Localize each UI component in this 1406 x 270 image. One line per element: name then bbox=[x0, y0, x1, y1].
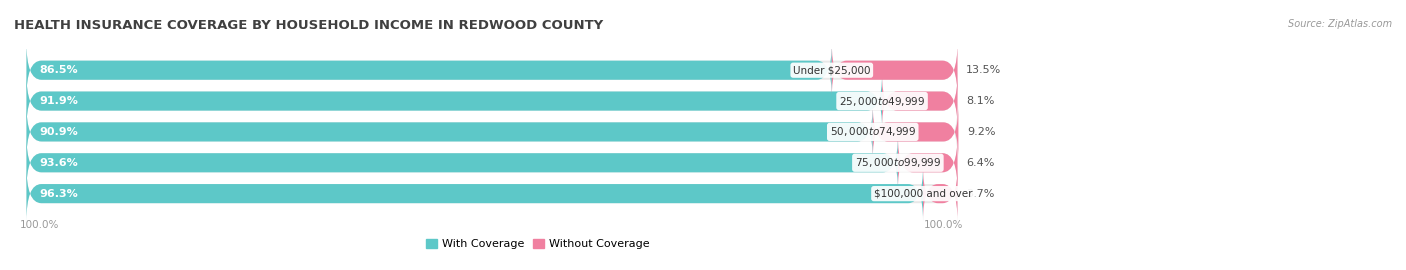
Text: Under $25,000: Under $25,000 bbox=[793, 65, 870, 75]
Text: 100.0%: 100.0% bbox=[924, 220, 963, 230]
Text: 8.1%: 8.1% bbox=[966, 96, 994, 106]
Text: 96.3%: 96.3% bbox=[39, 189, 77, 199]
Text: 100.0%: 100.0% bbox=[20, 220, 59, 230]
Text: 90.9%: 90.9% bbox=[39, 127, 77, 137]
Text: 86.5%: 86.5% bbox=[39, 65, 77, 75]
FancyBboxPatch shape bbox=[27, 43, 832, 98]
Text: $75,000 to $99,999: $75,000 to $99,999 bbox=[855, 156, 941, 169]
Text: HEALTH INSURANCE COVERAGE BY HOUSEHOLD INCOME IN REDWOOD COUNTY: HEALTH INSURANCE COVERAGE BY HOUSEHOLD I… bbox=[14, 19, 603, 32]
Text: 9.2%: 9.2% bbox=[967, 127, 995, 137]
Text: $50,000 to $74,999: $50,000 to $74,999 bbox=[830, 125, 915, 139]
Text: $25,000 to $49,999: $25,000 to $49,999 bbox=[839, 94, 925, 107]
FancyBboxPatch shape bbox=[873, 104, 959, 159]
FancyBboxPatch shape bbox=[27, 74, 882, 129]
Legend: With Coverage, Without Coverage: With Coverage, Without Coverage bbox=[422, 235, 654, 254]
Text: Source: ZipAtlas.com: Source: ZipAtlas.com bbox=[1288, 19, 1392, 29]
FancyBboxPatch shape bbox=[27, 104, 957, 159]
Text: $100,000 and over: $100,000 and over bbox=[873, 189, 973, 199]
FancyBboxPatch shape bbox=[27, 135, 898, 190]
FancyBboxPatch shape bbox=[922, 166, 957, 221]
FancyBboxPatch shape bbox=[27, 135, 957, 190]
FancyBboxPatch shape bbox=[27, 104, 873, 159]
Text: 6.4%: 6.4% bbox=[966, 158, 994, 168]
FancyBboxPatch shape bbox=[832, 43, 957, 98]
Text: 93.6%: 93.6% bbox=[39, 158, 77, 168]
Text: 91.9%: 91.9% bbox=[39, 96, 77, 106]
Text: 3.7%: 3.7% bbox=[966, 189, 994, 199]
FancyBboxPatch shape bbox=[27, 74, 957, 129]
FancyBboxPatch shape bbox=[882, 74, 957, 129]
FancyBboxPatch shape bbox=[27, 43, 957, 98]
FancyBboxPatch shape bbox=[898, 135, 957, 190]
Text: 13.5%: 13.5% bbox=[966, 65, 1001, 75]
FancyBboxPatch shape bbox=[27, 166, 957, 221]
FancyBboxPatch shape bbox=[27, 166, 922, 221]
